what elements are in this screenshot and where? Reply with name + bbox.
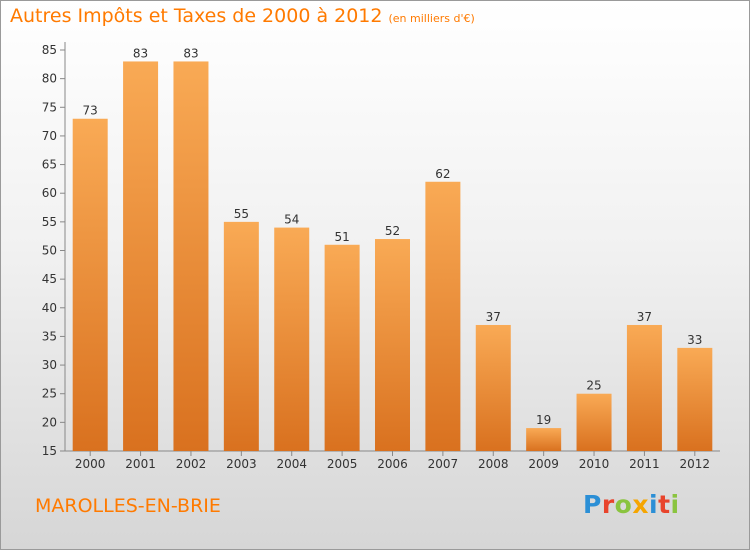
logo-letter: t <box>658 490 671 519</box>
y-tick-label: 60 <box>42 186 57 200</box>
x-tick-label: 2002 <box>176 457 207 471</box>
bar <box>324 244 360 451</box>
y-tick-label: 85 <box>42 43 57 57</box>
y-tick-label: 80 <box>42 72 57 86</box>
y-tick-label: 35 <box>42 329 57 343</box>
logo-letter: P <box>583 490 602 519</box>
y-tick-label: 70 <box>42 129 57 143</box>
x-tick-label: 2000 <box>75 457 106 471</box>
logo-letter: i <box>670 490 680 519</box>
bar-value-label: 51 <box>334 230 349 244</box>
x-tick-label: 2001 <box>125 457 156 471</box>
bar <box>223 221 259 451</box>
bar-value-label: 33 <box>687 333 702 347</box>
bar-value-label: 37 <box>637 310 652 324</box>
x-tick-label: 2010 <box>579 457 610 471</box>
bar-value-label: 62 <box>435 167 450 181</box>
bar <box>526 428 562 451</box>
proxiti-logo: Proxiti <box>583 490 680 519</box>
y-tick-label: 45 <box>42 272 57 286</box>
x-tick-label: 2004 <box>276 457 307 471</box>
bar-value-label: 25 <box>586 379 601 393</box>
bar-value-label: 52 <box>385 224 400 238</box>
unit-label: (en milliers d'€) <box>388 12 475 25</box>
bar-value-label: 55 <box>234 207 249 221</box>
bar <box>677 347 713 451</box>
bar <box>375 239 410 451</box>
logo-letter: i <box>649 490 659 519</box>
y-tick-label: 15 <box>42 444 57 458</box>
x-tick-label: 2009 <box>528 457 559 471</box>
y-tick-label: 30 <box>42 358 57 372</box>
x-tick-label: 2006 <box>377 457 408 471</box>
bar <box>425 181 461 451</box>
y-tick-label: 20 <box>42 415 57 429</box>
y-tick-label: 50 <box>42 244 57 258</box>
x-tick-label: 2011 <box>629 457 660 471</box>
bar <box>173 61 209 451</box>
logo-letter: r <box>601 490 615 519</box>
bar-value-label: 54 <box>284 213 299 227</box>
x-tick-label: 2005 <box>327 457 358 471</box>
y-tick-label: 75 <box>42 100 57 114</box>
x-tick-label: 2003 <box>226 457 257 471</box>
x-tick-label: 2007 <box>428 457 459 471</box>
logo-letter: o <box>614 490 633 519</box>
bar-value-label: 83 <box>133 46 148 60</box>
y-tick-label: 55 <box>42 215 57 229</box>
bar <box>72 118 108 451</box>
y-tick-label: 25 <box>42 387 57 401</box>
city-name: MAROLLES-EN-BRIE <box>35 495 221 517</box>
y-tick-label: 40 <box>42 301 57 315</box>
chart-title: Autres Impôts et Taxes de 2000 à 2012 (en… <box>10 5 475 27</box>
logo-letter: x <box>632 490 649 519</box>
axes: 15 20 25 30 35 40 45 50 55 60 65 70 75 80 85 2000 2001 20… <box>42 42 720 471</box>
bar <box>475 324 511 451</box>
bar <box>274 227 310 451</box>
bar <box>123 61 159 451</box>
bar-value-label: 73 <box>83 104 98 118</box>
x-tick-label: 2012 <box>680 457 711 471</box>
bar <box>576 393 612 451</box>
y-tick-label: 65 <box>42 158 57 172</box>
bar-value-label: 19 <box>536 413 551 427</box>
data-labels: 73 83 83 55 54 51 52 62 37 19 25 37 33 <box>83 46 703 427</box>
title-text: Autres Impôts et Taxes de 2000 à 2012 <box>10 5 383 27</box>
bar <box>626 324 662 451</box>
bar-value-label: 37 <box>486 310 501 324</box>
bar-value-label: 83 <box>183 46 198 60</box>
x-tick-label: 2008 <box>478 457 509 471</box>
bars <box>72 61 713 451</box>
